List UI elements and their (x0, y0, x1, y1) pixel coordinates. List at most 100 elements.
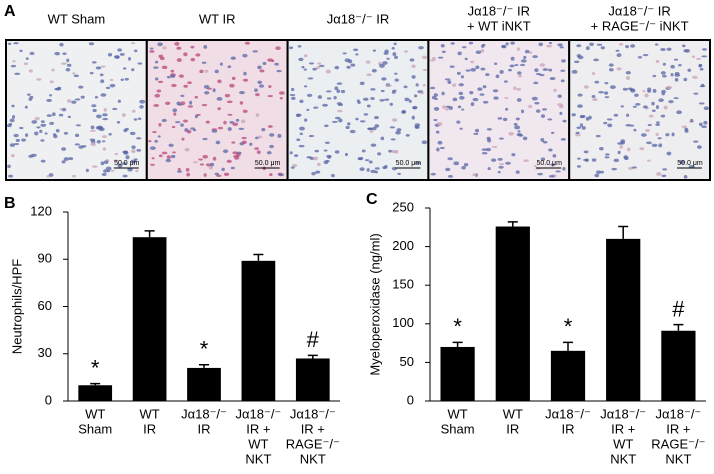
cell (684, 129, 689, 133)
cell (205, 120, 210, 124)
error-bar (199, 364, 209, 368)
cell (257, 80, 262, 84)
cell (348, 59, 353, 64)
error-bar (144, 230, 155, 238)
cell (431, 57, 436, 60)
x-tick-label: WT (503, 406, 523, 421)
cell (262, 61, 267, 66)
cell (10, 64, 17, 68)
cell (66, 63, 72, 67)
cell (333, 95, 337, 100)
cell (276, 69, 282, 73)
cell (105, 166, 112, 171)
cell (203, 173, 207, 177)
cell (336, 89, 341, 93)
cell (73, 74, 80, 78)
cell (297, 45, 302, 48)
cell (165, 158, 172, 163)
x-tick-label: Sham (78, 421, 112, 436)
cell (193, 161, 198, 164)
cell (51, 112, 56, 117)
cell (170, 154, 176, 159)
cell (508, 68, 513, 72)
cell (422, 55, 428, 60)
cell (217, 107, 221, 111)
cell (156, 89, 162, 93)
cell (562, 167, 566, 171)
cell (66, 99, 72, 103)
cell (279, 97, 283, 100)
cell (123, 150, 129, 154)
cell (474, 128, 480, 133)
cell (390, 138, 396, 141)
cell (541, 114, 546, 118)
cell (498, 165, 504, 169)
cell (384, 98, 390, 101)
cell (591, 71, 596, 76)
cell (671, 132, 675, 137)
cell (336, 82, 343, 85)
cell (176, 46, 182, 50)
x-tick-label: Jα18⁻/⁻ (290, 406, 336, 421)
y-axis-label: Neutrophils/HPF (9, 259, 24, 354)
cell (161, 118, 167, 123)
cell (205, 163, 211, 167)
cell (182, 119, 189, 123)
cell (532, 55, 538, 59)
cell (54, 51, 61, 56)
cell (617, 142, 623, 145)
cell (632, 105, 637, 108)
cell (254, 147, 259, 150)
x-tick-label: IR + (246, 421, 270, 436)
cell (691, 55, 696, 58)
cell (676, 110, 682, 115)
cell (519, 63, 526, 67)
cell (690, 118, 694, 123)
cell (31, 120, 38, 124)
cell (346, 65, 351, 69)
cell (647, 159, 651, 162)
cell (604, 96, 610, 99)
cell (608, 63, 614, 67)
cell (656, 172, 662, 176)
cell (523, 159, 530, 163)
cell (517, 130, 521, 133)
cell (359, 81, 365, 86)
cell (154, 93, 161, 98)
cell (214, 69, 219, 74)
cell (96, 139, 101, 144)
cell (212, 156, 217, 161)
cell (40, 123, 47, 127)
cell (412, 106, 418, 110)
cell (616, 67, 622, 71)
cell (157, 135, 161, 138)
cell (296, 113, 300, 118)
error-bar (673, 323, 684, 331)
cell (429, 59, 436, 62)
cell (125, 155, 130, 160)
cell (380, 89, 385, 93)
cell (518, 134, 524, 137)
cell (158, 154, 163, 158)
cell (591, 158, 597, 162)
cell (204, 69, 209, 73)
cell (318, 64, 325, 68)
cell (433, 106, 440, 111)
cell (447, 175, 454, 178)
x-tick-label: WT (613, 436, 633, 451)
cell (224, 93, 231, 98)
cell (620, 105, 624, 108)
cell (459, 95, 465, 100)
cell (337, 109, 343, 113)
cell (58, 113, 64, 117)
cell (306, 93, 313, 97)
cell (162, 46, 167, 50)
cell (661, 89, 666, 94)
cell (99, 73, 104, 77)
cell (528, 104, 533, 109)
cell (257, 65, 262, 70)
cell (555, 170, 561, 173)
cell (9, 118, 15, 123)
cell (170, 69, 175, 73)
cell (190, 45, 195, 49)
